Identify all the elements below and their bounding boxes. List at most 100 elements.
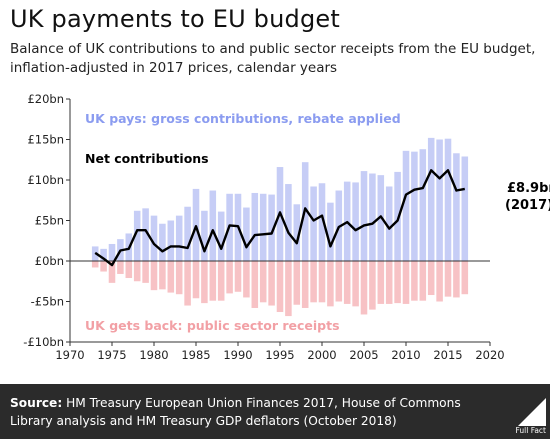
receipts-bar-1980 xyxy=(150,261,158,291)
x-tick-label: 2020 xyxy=(475,348,504,362)
x-tick-label: 2015 xyxy=(433,348,462,362)
receipts-bar-1989 xyxy=(226,261,233,294)
gross-bar-1985 xyxy=(192,188,200,261)
gross-bar-1988 xyxy=(217,211,225,261)
receipts-bar-2011 xyxy=(411,261,418,301)
x-tick-label: 1980 xyxy=(139,348,168,362)
receipts-bar-1986 xyxy=(201,261,208,304)
full-fact-logo-icon xyxy=(518,398,546,426)
gross-bar-1987 xyxy=(209,190,217,261)
x-tick-label: 2005 xyxy=(349,348,378,362)
gross-bar-1993 xyxy=(259,193,267,261)
gross-bar-1978 xyxy=(133,210,141,261)
x-tick-label: 1995 xyxy=(265,348,294,362)
receipts-bar-1998 xyxy=(301,261,309,308)
gross-bar-1992 xyxy=(251,192,259,261)
source-label: Source: xyxy=(10,396,63,410)
gross-bar-1974 xyxy=(100,248,107,261)
receipts-bar-1992 xyxy=(251,261,259,308)
x-tick-label: 1975 xyxy=(97,348,126,362)
net-contributions-line xyxy=(94,169,466,267)
receipts-bar-1987 xyxy=(209,261,217,301)
receipts-bar-2009 xyxy=(394,261,401,304)
receipts-bar-2013 xyxy=(427,261,435,296)
net-series-label: Net contributions xyxy=(85,151,209,166)
receipts-bar-2015 xyxy=(444,261,452,297)
receipts-bar-1991 xyxy=(243,261,250,298)
receipts-bar-2010 xyxy=(402,261,410,304)
receipts-bar-1996 xyxy=(285,261,292,317)
gross-bar-1996 xyxy=(285,184,292,261)
receipts-bar-1990 xyxy=(234,261,242,292)
chart-subtitle: Balance of UK contributions to and publi… xyxy=(10,41,536,76)
receipts-bar-2014 xyxy=(436,261,443,302)
gross-bar-1980 xyxy=(150,215,158,261)
y-tick-label: £15bn xyxy=(27,133,64,147)
receipts-bar-1979 xyxy=(142,261,149,283)
x-tick-label: 2010 xyxy=(391,348,420,362)
receipts-bar-1975 xyxy=(108,261,116,283)
gross-bar-2004 xyxy=(352,182,359,261)
receipts-bar-1973 xyxy=(91,261,99,268)
y-tick-label: -£5bn xyxy=(31,295,64,309)
gross-bar-2010 xyxy=(402,150,410,261)
receipts-bar-2016 xyxy=(453,261,460,298)
gross-bar-1982 xyxy=(167,220,175,261)
gross-bar-1979 xyxy=(142,208,149,261)
gross-bar-2014 xyxy=(436,139,443,261)
gross-bar-2016 xyxy=(453,153,460,261)
gross-bar-2012 xyxy=(419,149,427,261)
receipts-bar-1999 xyxy=(310,261,317,303)
receipts-series-label: UK gets back: public sector receipts xyxy=(85,318,340,333)
chart-title: UK payments to EU budget xyxy=(10,5,340,33)
gross-bar-1981 xyxy=(159,223,166,261)
y-tick-label: £20bn xyxy=(27,92,64,106)
source-footer: Source: HM Treasury European Union Finan… xyxy=(0,384,550,439)
gross-bar-2013 xyxy=(427,137,435,261)
receipts-bar-1984 xyxy=(184,261,191,306)
receipts-bar-1977 xyxy=(125,261,133,279)
receipts-bar-2012 xyxy=(419,261,427,301)
receipts-bar-2000 xyxy=(318,261,326,303)
receipts-bar-1995 xyxy=(276,261,284,313)
receipts-bar-1997 xyxy=(293,261,301,305)
gross-bar-1983 xyxy=(175,215,183,261)
y-tick-label: £5bn xyxy=(35,214,64,228)
gross-bar-1991 xyxy=(243,207,250,261)
gross-bar-2005 xyxy=(360,171,368,261)
gross-bar-2015 xyxy=(444,138,452,261)
receipts-bar-1976 xyxy=(117,261,124,274)
x-tick-label: 1970 xyxy=(55,348,84,362)
receipts-bar-2002 xyxy=(335,261,343,302)
receipts-bar-2006 xyxy=(369,261,376,310)
receipts-bar-1988 xyxy=(217,261,225,301)
gross-series-label: UK pays: gross contributions, rebate app… xyxy=(85,111,401,126)
gross-bar-2009 xyxy=(394,171,401,261)
gross-bar-1986 xyxy=(201,210,208,261)
y-tick-label: £0bn xyxy=(35,254,64,268)
receipts-bar-1985 xyxy=(192,261,200,299)
receipts-bar-1994 xyxy=(268,261,275,306)
gross-bar-1999 xyxy=(310,186,317,261)
end-value-label: £8.9bn xyxy=(507,181,550,196)
gross-bar-2011 xyxy=(411,151,418,261)
receipts-bar-1982 xyxy=(167,261,175,293)
logo-text: Full Fact xyxy=(515,426,547,435)
annotations: UK pays: gross contributions, rebate app… xyxy=(85,111,550,333)
x-tick-label: 2000 xyxy=(307,348,336,362)
receipts-bar-2007 xyxy=(377,261,385,304)
gross-bar-2001 xyxy=(327,202,334,261)
receipts-bar-1981 xyxy=(159,261,166,290)
receipts-bar-2017 xyxy=(461,261,469,295)
receipts-bar-2001 xyxy=(327,261,334,307)
gross-bar-2006 xyxy=(369,173,376,261)
y-tick-label: £10bn xyxy=(27,173,64,187)
source-text: HM Treasury European Union Finances 2017… xyxy=(10,396,461,428)
receipts-bar-1983 xyxy=(175,261,183,295)
public-receipts-bars xyxy=(91,261,469,317)
gross-bar-1994 xyxy=(268,194,275,261)
receipts-bar-1978 xyxy=(133,261,141,282)
receipts-bar-2005 xyxy=(360,261,368,315)
